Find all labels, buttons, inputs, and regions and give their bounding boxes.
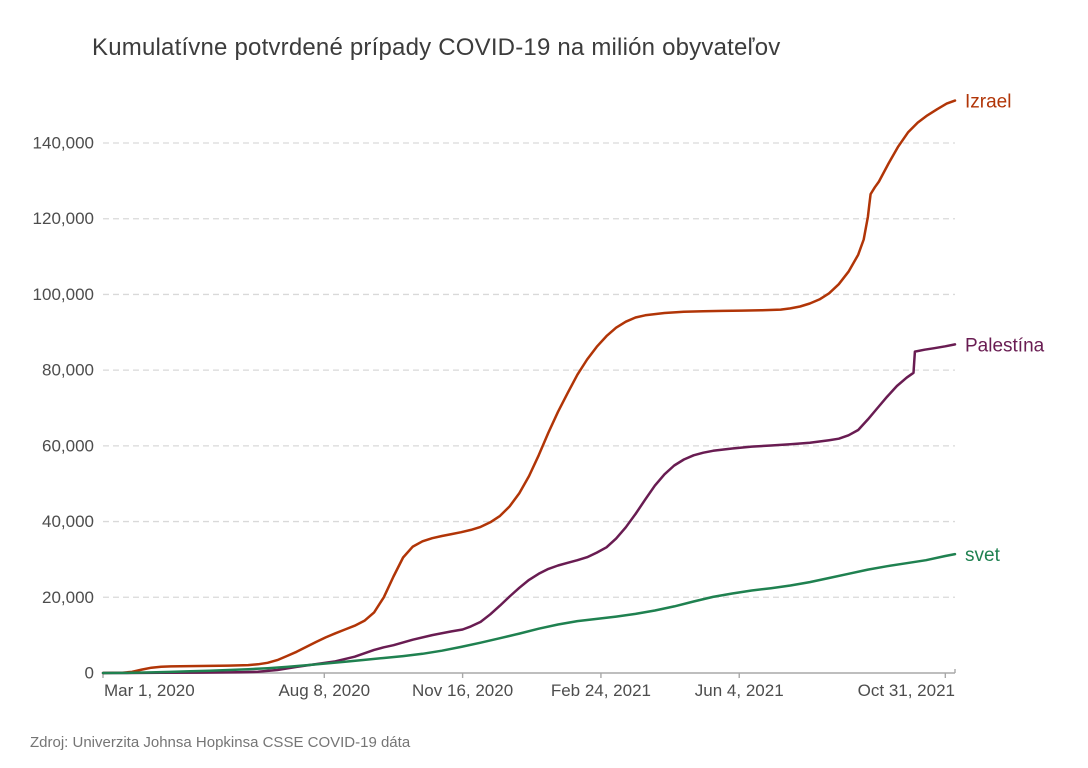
series-line-svet[interactable] <box>101 552 957 675</box>
x-tick-label: Mar 1, 2020 <box>104 681 195 700</box>
y-tick-label: 20,000 <box>42 588 94 607</box>
chart-title: Kumulatívne potvrdené prípady COVID-19 n… <box>92 34 781 61</box>
y-tick-label: 40,000 <box>42 512 94 531</box>
y-tick-label: 80,000 <box>42 361 94 380</box>
x-tick-label: Nov 16, 2020 <box>412 681 513 700</box>
series-label-izrael: Izrael <box>965 92 1011 113</box>
x-tick-label: Feb 24, 2021 <box>551 681 651 700</box>
series-line-palestína[interactable] <box>101 343 957 675</box>
y-tick-label: 140,000 <box>33 133 94 152</box>
x-tick-label: Jun 4, 2021 <box>695 681 784 700</box>
series-line-izrael[interactable] <box>101 99 957 675</box>
y-tick-label: 100,000 <box>33 285 94 304</box>
series-label-palestína: Palestína <box>965 335 1045 356</box>
x-tick-label: Oct 31, 2021 <box>858 681 955 700</box>
y-tick-label: 120,000 <box>33 209 94 228</box>
series-label-svet: svet <box>965 545 1001 566</box>
x-tick-label: Aug 8, 2020 <box>278 681 370 700</box>
y-tick-label: 60,000 <box>42 436 94 455</box>
chart-source-note: Zdroj: Univerzita Johnsa Hopkinsa CSSE C… <box>30 734 411 751</box>
y-tick-label: 0 <box>85 663 94 682</box>
